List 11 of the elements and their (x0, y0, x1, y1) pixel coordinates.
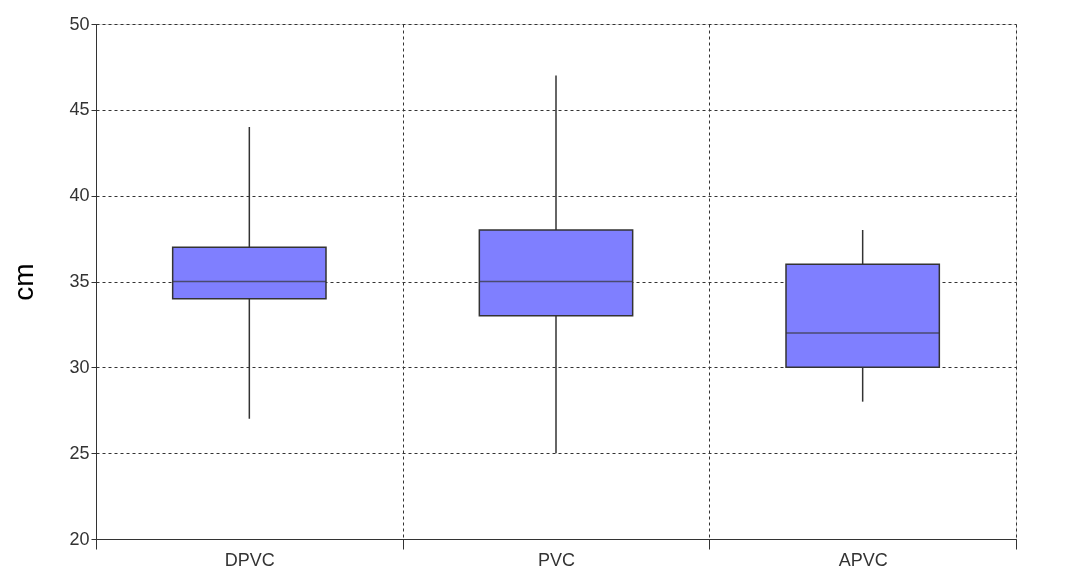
y-tick-label: 20 (69, 528, 90, 549)
x-tick-label: APVC (838, 549, 888, 570)
y-tick-label: 30 (69, 356, 90, 377)
x-tick-label: PVC (537, 549, 576, 570)
y-tick-label: 45 (69, 99, 90, 120)
y-tick-label: 25 (69, 442, 90, 463)
y-axis-title: cm (8, 263, 40, 301)
x-tick-label: DPVC (224, 549, 275, 570)
y-tick-label: 40 (69, 185, 90, 206)
y-tick-label: 50 (69, 13, 90, 34)
y-tick-label: 35 (69, 271, 90, 291)
